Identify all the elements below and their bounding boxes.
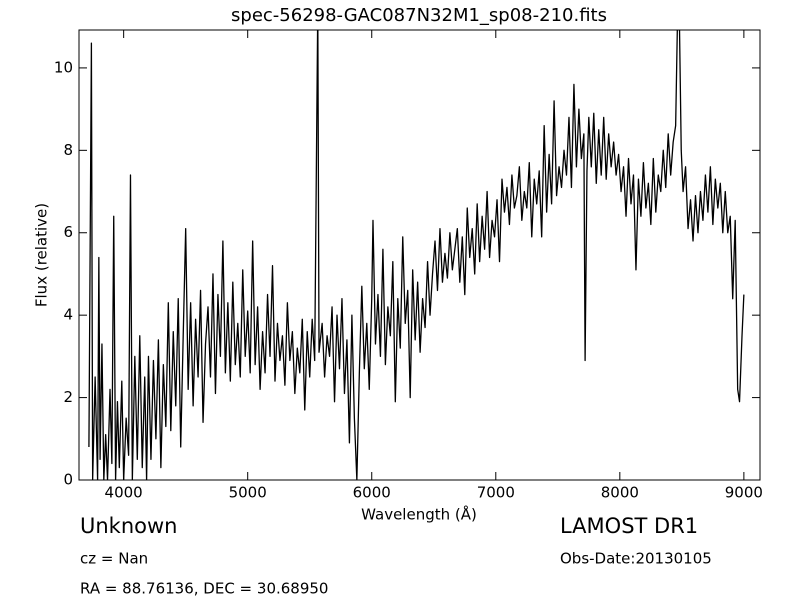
- annotation: Unknown: [80, 514, 177, 538]
- plot-area: [88, 30, 745, 480]
- plot-frame: [78, 29, 761, 481]
- chart-title: spec-56298-GAC087N32M1_sp08-210.fits: [231, 5, 607, 26]
- y-tick-label: 10: [54, 58, 73, 76]
- y-axis-label: Flux (relative): [33, 203, 51, 307]
- x-tick-label: 7000: [477, 484, 515, 502]
- x-tick-label: 5000: [229, 484, 267, 502]
- y-tick-label: 2: [63, 388, 73, 406]
- y-tick-label: 0: [63, 471, 73, 489]
- annotation: cz = Nan: [80, 550, 148, 568]
- spectrum-line: [88, 30, 745, 480]
- annotation: RA = 88.76136, DEC = 30.68950: [80, 580, 328, 598]
- x-axis-label: Wavelength (Å): [361, 505, 477, 524]
- y-tick-label: 8: [63, 141, 73, 159]
- y-tick-label: 4: [63, 306, 73, 324]
- annotation: Obs-Date:20130105: [560, 550, 712, 568]
- x-tick-label: 4000: [105, 484, 143, 502]
- x-tick-label: 8000: [601, 484, 639, 502]
- y-tick-label: 6: [63, 223, 73, 241]
- x-tick-label: 9000: [725, 484, 763, 502]
- annotation: LAMOST DR1: [560, 514, 698, 538]
- x-tick-label: 6000: [353, 484, 391, 502]
